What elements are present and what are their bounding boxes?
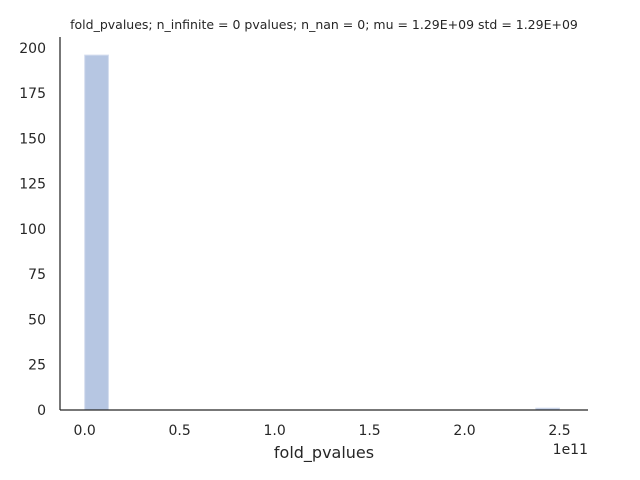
x-tick-label: 1.5 bbox=[358, 423, 380, 439]
y-tick-label: 175 bbox=[19, 86, 46, 102]
y-tick-label: 0 bbox=[37, 403, 46, 419]
axes-group bbox=[59, 37, 588, 411]
y-tick-label: 150 bbox=[19, 131, 46, 147]
y-tick-label: 100 bbox=[19, 222, 46, 238]
y-tick-label: 200 bbox=[19, 41, 46, 57]
x-tick-label: 0.0 bbox=[74, 423, 96, 439]
y-tick-label: 125 bbox=[19, 177, 46, 193]
y-tick-label: 75 bbox=[28, 267, 46, 283]
x-tick-label: 1.0 bbox=[263, 423, 285, 439]
y-tick-labels: 0 25 50 75 100 125 150 175 200 bbox=[19, 41, 46, 419]
bars-group bbox=[84, 54, 561, 411]
y-tick-label: 25 bbox=[28, 358, 46, 374]
x-axis-label: fold_pvalues bbox=[274, 443, 374, 463]
x-tick-label: 2.0 bbox=[453, 423, 475, 439]
x-tick-labels: 0.0 0.5 1.0 1.5 2.0 2.5 bbox=[74, 423, 571, 439]
y-tick-label: 50 bbox=[28, 312, 46, 328]
x-tick-label: 0.5 bbox=[169, 423, 191, 439]
x-axis-offset-label: 1e11 bbox=[553, 442, 588, 458]
chart-title: fold_pvalues; n_infinite = 0 pvalues; n_… bbox=[70, 17, 578, 32]
x-tick-label: 2.5 bbox=[548, 423, 570, 439]
histogram-bar-0 bbox=[84, 54, 109, 411]
